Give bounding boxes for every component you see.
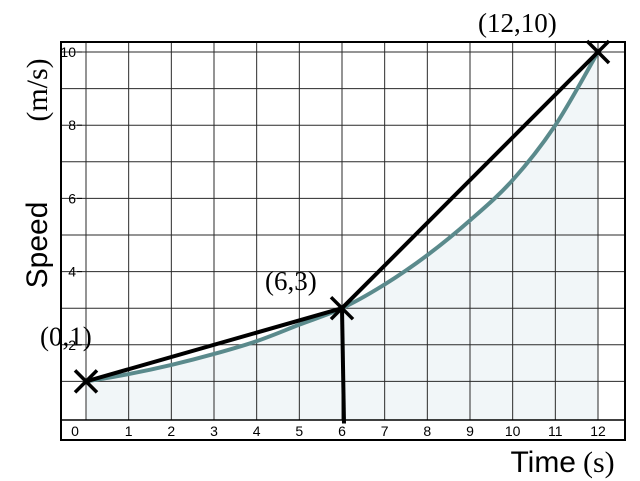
- point-marker: [73, 369, 99, 394]
- y-tick-label: 2: [68, 337, 76, 353]
- point-markers-layer: [73, 39, 611, 394]
- x-tick-label: 0: [71, 423, 79, 439]
- x-tick-label: 2: [167, 423, 175, 439]
- x-tick-labels: 0 1 2 3 4 5 6 7 8 9 10 11 12: [71, 423, 606, 439]
- point-label: (0,1): [40, 321, 92, 351]
- point-marker: [585, 39, 611, 65]
- point-label: (6,3): [265, 266, 317, 296]
- x-tick-label: 10: [505, 423, 521, 439]
- x-tick-label: 11: [548, 423, 563, 439]
- x-axis-unit: (s): [583, 446, 615, 479]
- x-tick-label: 12: [590, 423, 606, 439]
- x-tick-label: 5: [295, 423, 303, 439]
- x-axis-label: Time: [510, 446, 576, 479]
- y-axis-label: Speed: [21, 202, 54, 289]
- x-tick-label: 1: [125, 423, 133, 439]
- y-tick-label: 6: [68, 190, 76, 206]
- point-label: (12,10): [478, 8, 557, 38]
- x-tick-label: 3: [210, 423, 218, 439]
- point-marker-stroke: [329, 295, 355, 321]
- y-tick-label: 4: [68, 264, 76, 280]
- point-marker-stroke: [585, 39, 611, 65]
- x-tick-label: 9: [466, 423, 474, 439]
- y-axis-unit: (m/s): [21, 58, 54, 121]
- point-labels-layer: (0,1) (6,3) (12,10): [40, 8, 557, 351]
- y-tick-label: 8: [68, 117, 76, 133]
- x-tick-label: 8: [423, 423, 431, 439]
- point-marker: [329, 295, 355, 321]
- x-tick-label: 4: [253, 423, 261, 439]
- y-tick-label: 10: [60, 44, 76, 60]
- point-marker-stroke: [73, 369, 99, 394]
- y-tick-labels: 2 4 6 8 10: [60, 44, 82, 353]
- x-tick-label: 7: [381, 423, 389, 439]
- plot-frame: [60, 41, 626, 441]
- series-vertical-line: [340, 308, 346, 424]
- x-tick-label: 6: [338, 423, 346, 439]
